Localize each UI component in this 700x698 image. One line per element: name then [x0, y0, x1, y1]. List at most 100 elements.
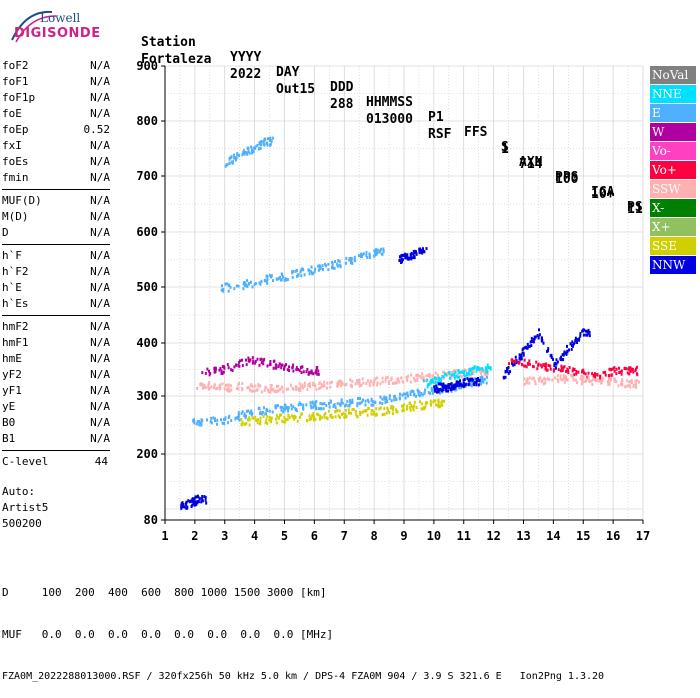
echo-point — [468, 367, 471, 371]
echo-point — [615, 372, 618, 376]
echo-point — [523, 364, 526, 368]
echo-point — [441, 399, 444, 403]
echo-point — [272, 359, 275, 363]
echo-point — [235, 284, 238, 288]
echo-point — [245, 284, 247, 288]
echo-point — [221, 365, 224, 369]
echo-point — [445, 389, 448, 393]
echo-point — [423, 250, 426, 254]
footer-distance-row: D 100 200 400 600 800 1000 1500 3000 [km… — [2, 586, 327, 599]
echo-point — [353, 255, 356, 259]
echo-point — [444, 387, 447, 391]
echo-point — [336, 384, 339, 388]
echo-point — [299, 388, 302, 392]
echo-point — [334, 415, 337, 419]
echo-point — [290, 414, 293, 418]
param-row-fxi: fxI N/A — [2, 138, 110, 154]
echo-point — [200, 418, 203, 422]
echo-point — [450, 389, 453, 393]
echo-point — [223, 422, 226, 425]
echo-point — [318, 382, 321, 385]
echo-point — [454, 369, 457, 373]
echo-point — [224, 383, 227, 387]
echo-point — [555, 362, 558, 366]
echo-point — [309, 401, 312, 405]
echo-point — [227, 389, 230, 393]
echo-point — [319, 386, 322, 390]
echo-point — [201, 495, 204, 498]
echo-point — [306, 367, 309, 371]
echo-point — [180, 502, 183, 506]
echo-point — [349, 383, 352, 387]
echo-point — [290, 403, 293, 407]
echo-point — [560, 355, 563, 359]
echo-point — [477, 383, 480, 387]
echo-point — [467, 379, 470, 383]
echo-point — [350, 384, 353, 388]
echo-point — [283, 278, 286, 282]
echo-point — [337, 264, 340, 268]
param-label: fmin — [2, 171, 29, 184]
echo-point — [277, 384, 280, 388]
echo-point — [591, 383, 594, 386]
echo-point — [559, 358, 562, 361]
echo-point — [328, 402, 330, 405]
echo-point — [634, 369, 637, 373]
echo-point — [378, 250, 381, 254]
echo-point — [345, 261, 347, 265]
echo-point — [383, 412, 386, 416]
echo-point — [325, 404, 328, 407]
echo-point — [381, 380, 384, 384]
echo-point — [293, 417, 295, 421]
echo-point — [351, 380, 354, 383]
echo-point — [345, 256, 348, 260]
echo-point — [308, 371, 310, 375]
echo-point — [479, 380, 481, 384]
echo-point — [292, 387, 295, 391]
param-row-foes: foEs N/A — [2, 154, 110, 170]
echo-point — [405, 404, 408, 408]
echo-point — [321, 383, 324, 387]
echo-point — [255, 419, 258, 422]
echo-point — [317, 268, 320, 272]
echo-point — [612, 367, 615, 371]
echo-point — [222, 289, 225, 293]
param-row-foe: foE N/A — [2, 106, 110, 122]
echo-point — [204, 498, 207, 502]
echo-point — [291, 275, 294, 279]
echo-point — [344, 383, 347, 387]
echo-point — [539, 376, 542, 380]
echo-point — [349, 378, 352, 382]
echo-point — [384, 376, 387, 380]
echo-point — [340, 384, 342, 388]
echo-point — [265, 408, 268, 412]
echo-point — [401, 260, 403, 264]
echo-point — [266, 388, 269, 392]
echo-point — [596, 373, 599, 376]
echo-point — [339, 402, 341, 406]
echo-point — [238, 364, 241, 368]
echo-point — [528, 376, 531, 380]
echo-point — [195, 495, 198, 499]
echo-point — [381, 376, 384, 380]
echo-point — [319, 414, 322, 418]
echo-point — [400, 404, 403, 408]
echo-point — [336, 402, 339, 406]
echo-point — [356, 402, 359, 405]
echo-point — [424, 388, 427, 392]
echo-point — [247, 386, 250, 390]
echo-point — [265, 141, 268, 145]
echo-point — [483, 377, 486, 381]
echo-point — [314, 401, 317, 405]
echo-point — [223, 366, 226, 370]
echo-point — [401, 409, 404, 413]
echo-point — [562, 365, 565, 369]
echo-point — [246, 152, 249, 156]
echo-point — [322, 268, 324, 271]
echo-point — [379, 382, 382, 386]
echo-point — [623, 367, 626, 370]
echo-point — [248, 416, 251, 420]
echo-point — [258, 281, 261, 285]
echo-point — [365, 408, 368, 412]
echo-point — [240, 422, 243, 426]
